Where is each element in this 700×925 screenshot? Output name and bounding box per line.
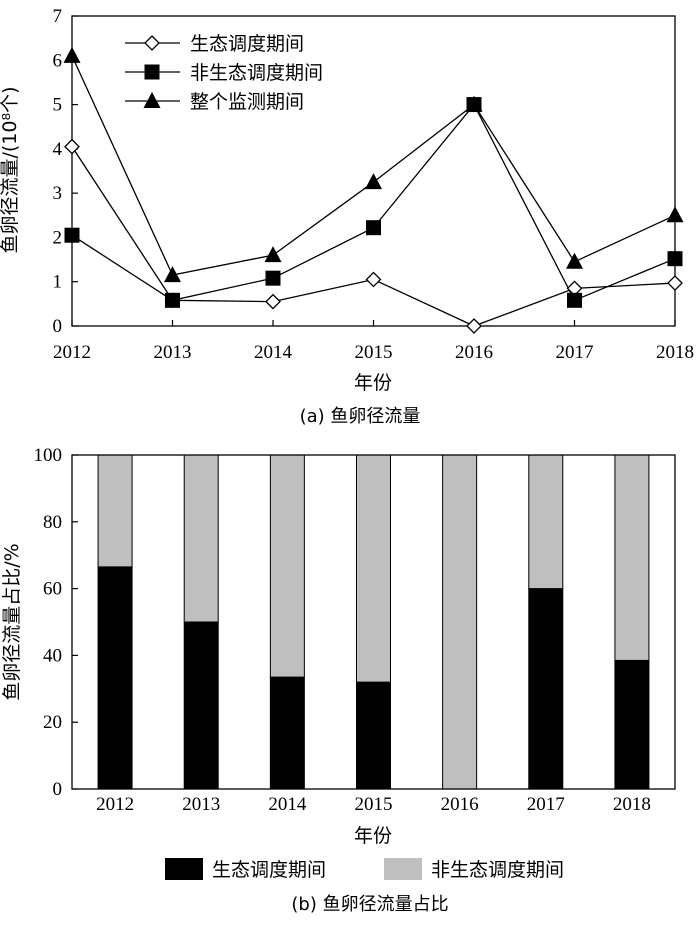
- x-tick-label: 2016: [441, 794, 479, 815]
- line-chart: 0 1 2 3 4 5 6 7 2012 2013 2014 2015 2016 2017 2018 生态调…: [0, 6, 694, 427]
- bar-eco-2013: [183, 621, 219, 790]
- data-point-series-3: [666, 206, 684, 223]
- x-tick-label: 2013: [182, 794, 220, 815]
- y-tick-label: 1: [53, 272, 63, 293]
- bar-eco-2015: [356, 681, 391, 790]
- legend-marker: [143, 92, 161, 108]
- bar-eco-2014: [269, 676, 305, 790]
- bar-eco-2012: [97, 566, 133, 790]
- legend-label: 整个监测期间: [190, 91, 304, 113]
- y-tick-label: 100: [34, 445, 63, 466]
- legend-label: 非生态调度期间: [431, 859, 564, 881]
- bar-non-eco-2014: [269, 454, 305, 678]
- data-point-series-2: [567, 292, 582, 308]
- x-tick-label: 2017: [527, 794, 565, 815]
- y-tick-label: 4: [53, 139, 63, 160]
- legend-label: 生态调度期间: [190, 33, 304, 55]
- legend-label: 非生态调度期间: [190, 62, 323, 84]
- data-point-series-1: [64, 138, 80, 155]
- data-point-series-1: [365, 271, 382, 288]
- x-tick-label: 2015: [355, 342, 393, 363]
- x-tick-label: 2016: [455, 342, 493, 363]
- data-point-series-2: [366, 220, 381, 236]
- y-axis-label-a: 鱼卵径流量/(10⁸个): [0, 86, 21, 253]
- x-tick-label: 2018: [656, 342, 694, 363]
- data-point-series-3: [164, 266, 181, 283]
- legend-swatch: [165, 858, 203, 880]
- x-tick-label: 2017: [556, 342, 594, 363]
- data-point-series-3: [63, 46, 81, 63]
- data-point-series-1: [466, 318, 482, 334]
- x-tick-label: 2012: [53, 342, 91, 363]
- data-point-series-2: [64, 227, 80, 243]
- data-point-series-3: [264, 246, 282, 263]
- bar-non-eco-2012: [97, 454, 133, 568]
- data-point-series-1: [265, 293, 281, 310]
- data-point-series-3: [465, 95, 483, 112]
- stacked-bar-chart: 2012 2013 2014 2015 2016 2017 2018 0 20 40 60 80 100…: [1, 445, 676, 915]
- caption-a: (a) 鱼卵径流量: [300, 406, 421, 427]
- legend-swatch: [384, 858, 422, 880]
- bar-non-eco-2015: [356, 454, 391, 683]
- y-tick-label: 80: [43, 512, 62, 533]
- data-point-series-3: [365, 173, 382, 190]
- bar-non-eco-2016: [442, 454, 478, 790]
- data-point-series-2: [165, 292, 180, 308]
- bar-non-eco-2017: [528, 454, 564, 590]
- bar-eco-2018: [614, 659, 650, 790]
- y-tick-label: 60: [43, 579, 62, 600]
- series-line-3: [71, 55, 676, 276]
- legend-label: 生态调度期间: [212, 859, 326, 881]
- y-axis-label-b: 鱼卵径流量占比/%: [1, 543, 23, 700]
- x-tick-label: 2014: [268, 794, 307, 815]
- legend-b: 生态调度期间 非生态调度期间: [165, 858, 564, 881]
- bar-non-eco-2018: [614, 454, 650, 661]
- x-tick-label: 2012: [96, 794, 134, 815]
- y-tick-label: 20: [43, 712, 62, 733]
- y-tick-label: 3: [53, 183, 63, 204]
- legend-marker: [144, 35, 160, 51]
- y-tick-label: 2: [53, 227, 63, 248]
- x-axis-label-a: 年份: [354, 372, 392, 394]
- y-tick-label: 7: [53, 6, 63, 27]
- y-tick-label: 0: [53, 779, 63, 800]
- x-axis-label-b: 年份: [354, 825, 392, 847]
- x-tick-label: 2018: [613, 794, 651, 815]
- caption-b: (b) 鱼卵径流量占比: [291, 894, 448, 915]
- y-tick-label: 0: [53, 316, 63, 337]
- y-tick-label: 5: [53, 95, 63, 116]
- plot-frame-b: [71, 454, 676, 790]
- data-point-series-3: [566, 252, 583, 269]
- series-line-2: [71, 103, 676, 302]
- data-point-series-2: [667, 251, 683, 267]
- legend-marker: [144, 64, 160, 80]
- y-tick-label: 6: [53, 50, 63, 71]
- bar-eco-2017: [528, 588, 564, 790]
- y-tick-label: 40: [43, 645, 62, 666]
- data-point-series-1: [667, 275, 683, 291]
- x-tick-label: 2015: [355, 794, 393, 815]
- x-tick-label: 2014: [254, 342, 293, 363]
- bar-non-eco-2013: [183, 454, 219, 623]
- x-tick-label: 2013: [154, 342, 192, 363]
- data-point-series-2: [265, 270, 281, 286]
